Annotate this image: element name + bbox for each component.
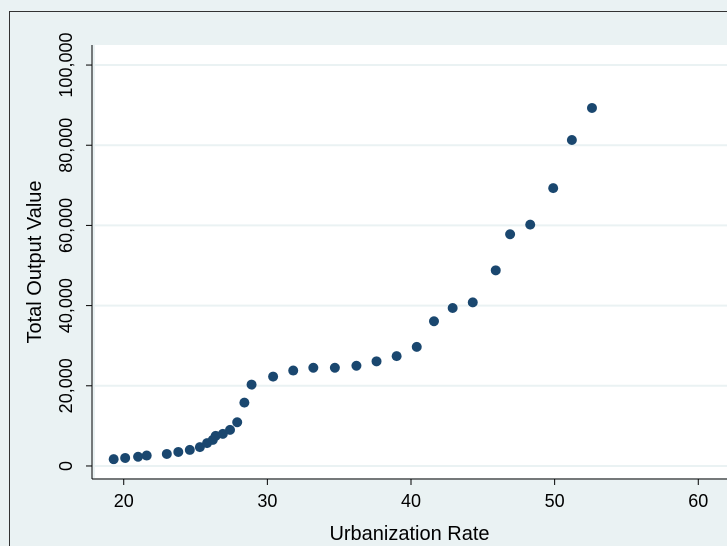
data-point <box>142 451 152 461</box>
data-point <box>491 265 501 275</box>
y-tick-label: 60,000 <box>56 198 76 253</box>
data-point <box>372 356 382 366</box>
y-tick-label: 80,000 <box>56 118 76 173</box>
data-point <box>448 303 458 313</box>
data-point <box>268 372 278 382</box>
data-point <box>232 417 242 427</box>
data-point <box>548 183 558 193</box>
data-point <box>133 452 143 462</box>
data-point <box>587 103 597 113</box>
x-tick-label: 50 <box>545 491 565 511</box>
data-point <box>330 363 340 373</box>
x-tick-label: 60 <box>688 491 708 511</box>
data-point <box>468 297 478 307</box>
y-tick-label: 100,000 <box>56 33 76 98</box>
data-point <box>412 342 422 352</box>
data-point <box>525 220 535 230</box>
y-tick-label: 20,000 <box>56 358 76 413</box>
data-point <box>308 363 318 373</box>
x-tick-label: 20 <box>114 491 134 511</box>
data-point <box>185 445 195 455</box>
plot-area <box>95 45 727 478</box>
x-axis-title: Urbanization Rate <box>329 523 489 545</box>
data-point <box>225 425 235 435</box>
data-point <box>239 398 249 408</box>
y-tick-label: 40,000 <box>56 278 76 333</box>
x-tick-label: 40 <box>401 491 421 511</box>
x-tick-label: 30 <box>257 491 277 511</box>
data-point <box>567 135 577 145</box>
data-point <box>173 447 183 457</box>
data-point <box>247 380 257 390</box>
data-point <box>162 449 172 459</box>
data-point <box>429 316 439 326</box>
data-point <box>288 366 298 376</box>
data-point <box>392 351 402 361</box>
y-axis-title: Total Output Value <box>24 180 46 343</box>
data-point <box>505 229 515 239</box>
data-point <box>351 361 361 371</box>
y-tick-label: 0 <box>56 461 76 471</box>
data-point <box>120 453 130 463</box>
data-point <box>109 454 119 464</box>
